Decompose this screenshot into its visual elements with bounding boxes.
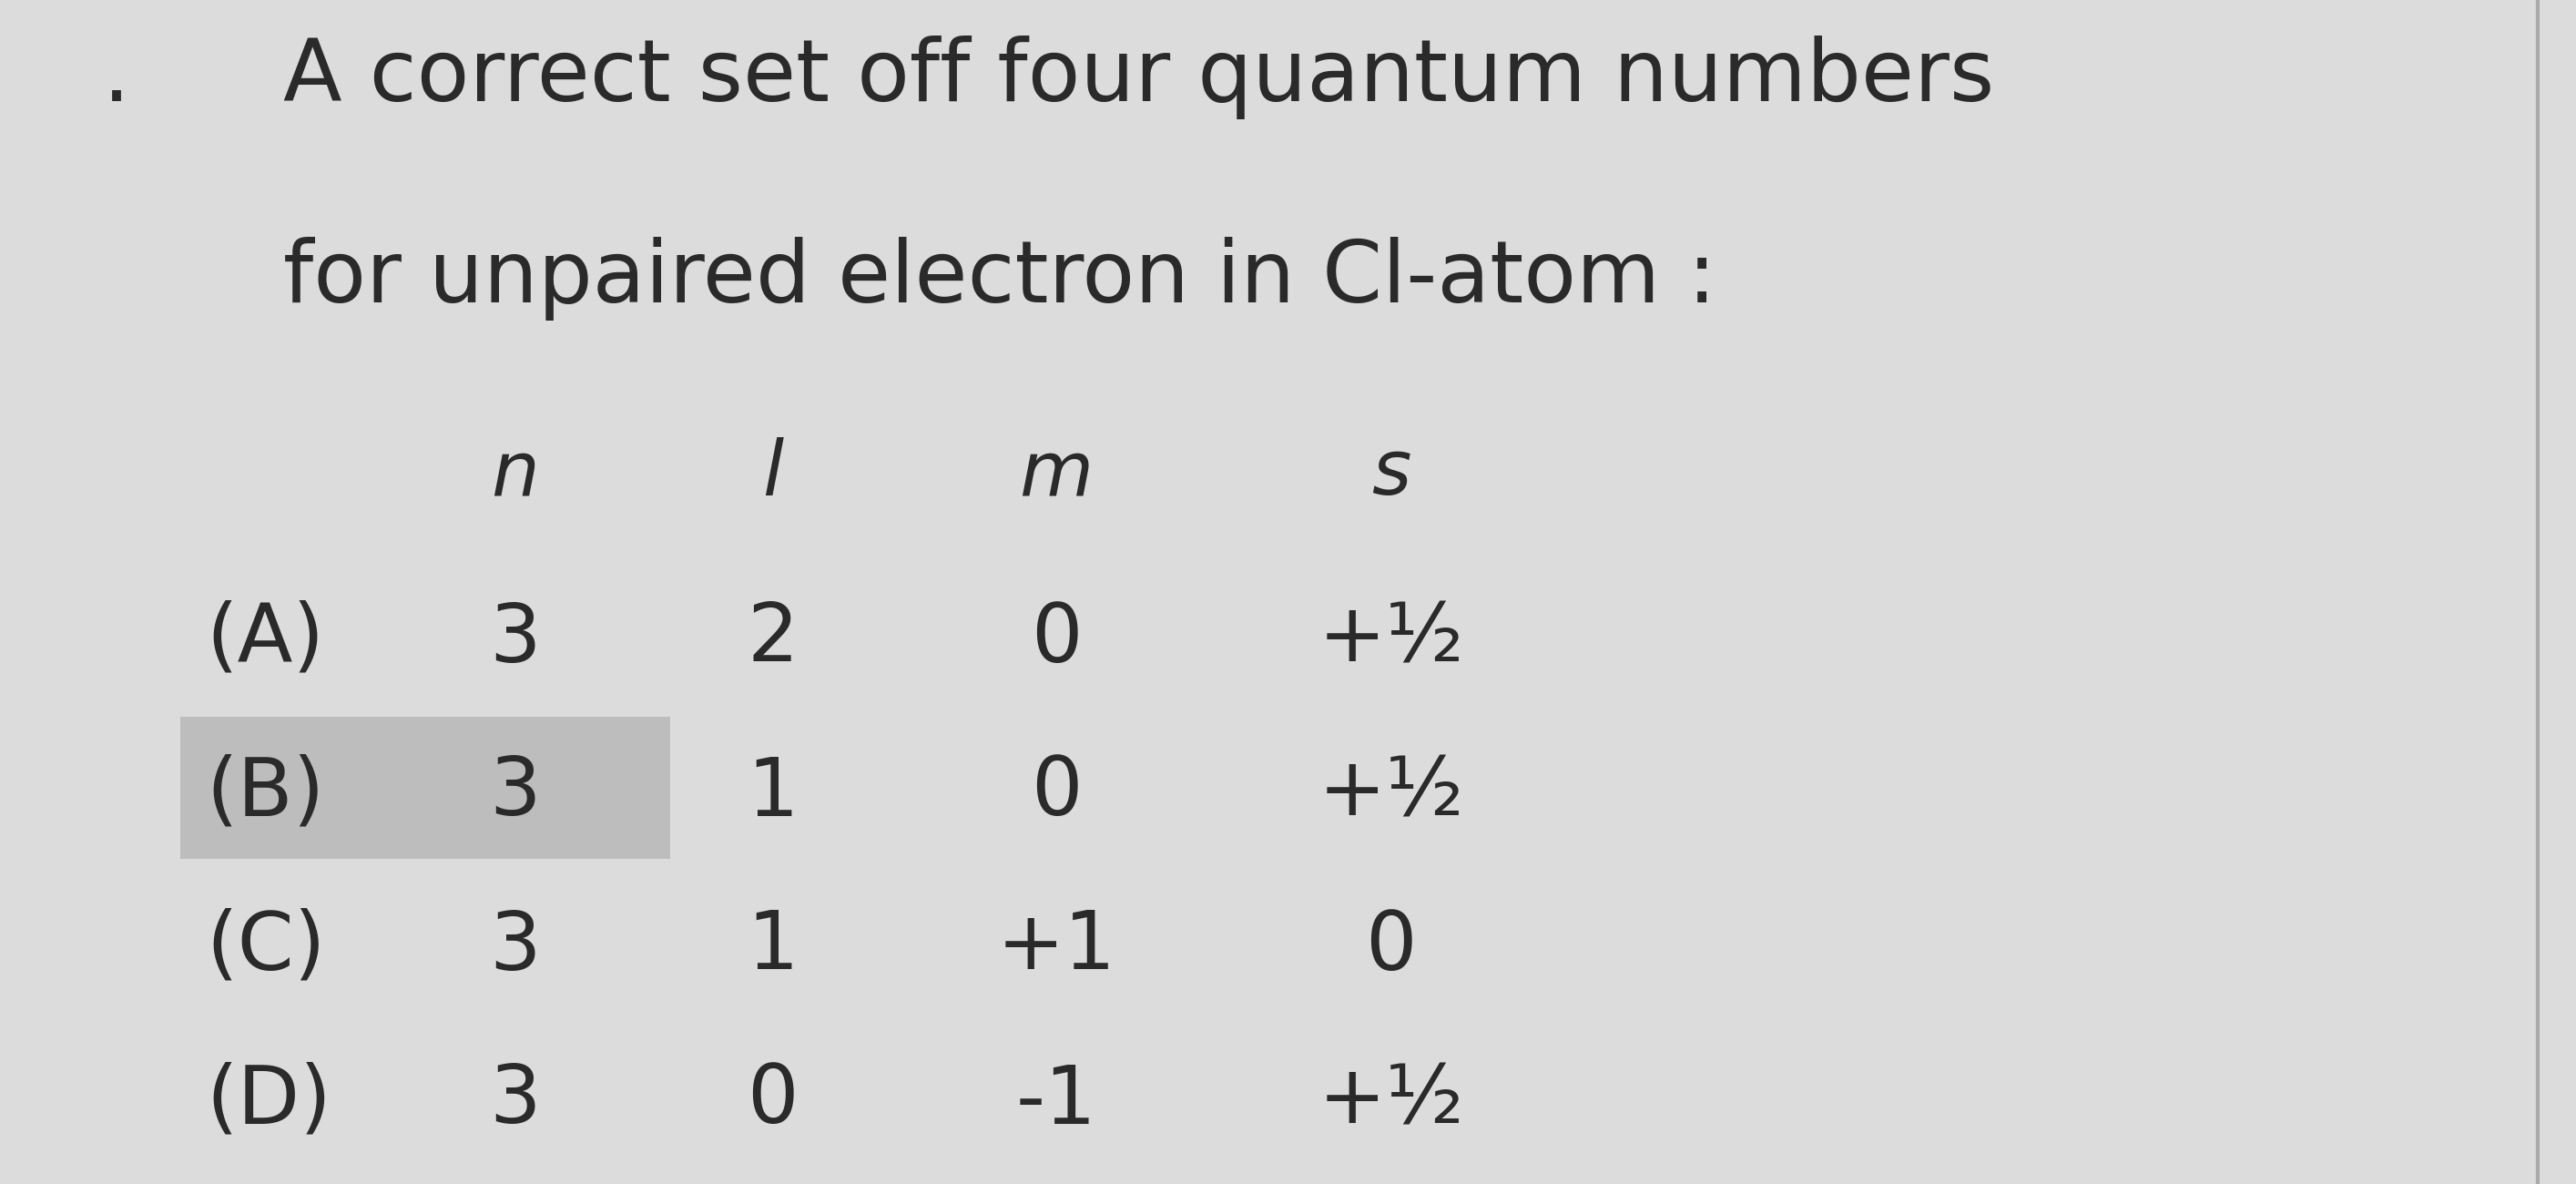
Text: 0: 0 <box>1030 600 1082 678</box>
Text: A correct set off four quantum numbers: A correct set off four quantum numbers <box>283 36 1994 120</box>
Text: 0: 0 <box>1030 754 1082 832</box>
Text: 0: 0 <box>747 1062 799 1140</box>
Text: -1: -1 <box>1015 1062 1097 1140</box>
Text: for unpaired electron in Cl-atom :: for unpaired electron in Cl-atom : <box>283 237 1716 321</box>
Text: n: n <box>492 437 538 510</box>
Text: 0: 0 <box>1365 908 1417 986</box>
Text: 3: 3 <box>489 908 541 986</box>
Text: l: l <box>762 437 783 510</box>
Text: (B): (B) <box>206 754 325 832</box>
Text: (C): (C) <box>206 908 325 986</box>
Text: +½: +½ <box>1319 1062 1463 1140</box>
Text: +1: +1 <box>997 908 1115 986</box>
Text: 1: 1 <box>747 908 799 986</box>
Text: .: . <box>103 36 131 120</box>
Text: (D): (D) <box>206 1062 332 1140</box>
Text: +½: +½ <box>1319 600 1463 678</box>
Text: 3: 3 <box>489 1062 541 1140</box>
FancyBboxPatch shape <box>180 716 670 858</box>
Text: s: s <box>1370 437 1412 510</box>
Text: 1: 1 <box>747 754 799 832</box>
Text: 2: 2 <box>747 600 799 678</box>
Text: (A): (A) <box>206 600 325 678</box>
Text: m: m <box>1020 437 1092 510</box>
Text: 3: 3 <box>489 600 541 678</box>
Text: 3: 3 <box>489 754 541 832</box>
Text: +½: +½ <box>1319 754 1463 832</box>
